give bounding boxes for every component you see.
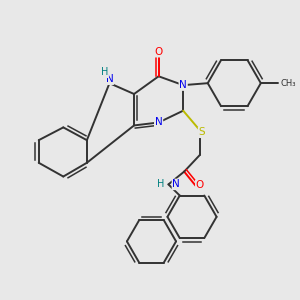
Text: H: H — [157, 179, 164, 189]
Text: CH₃: CH₃ — [280, 79, 296, 88]
Text: O: O — [154, 47, 163, 57]
Text: N: N — [179, 80, 187, 90]
Text: N: N — [155, 118, 163, 128]
Text: N: N — [106, 74, 113, 84]
Text: S: S — [199, 127, 205, 137]
Text: H: H — [101, 68, 108, 77]
Text: N: N — [172, 179, 180, 189]
Text: O: O — [196, 180, 204, 190]
